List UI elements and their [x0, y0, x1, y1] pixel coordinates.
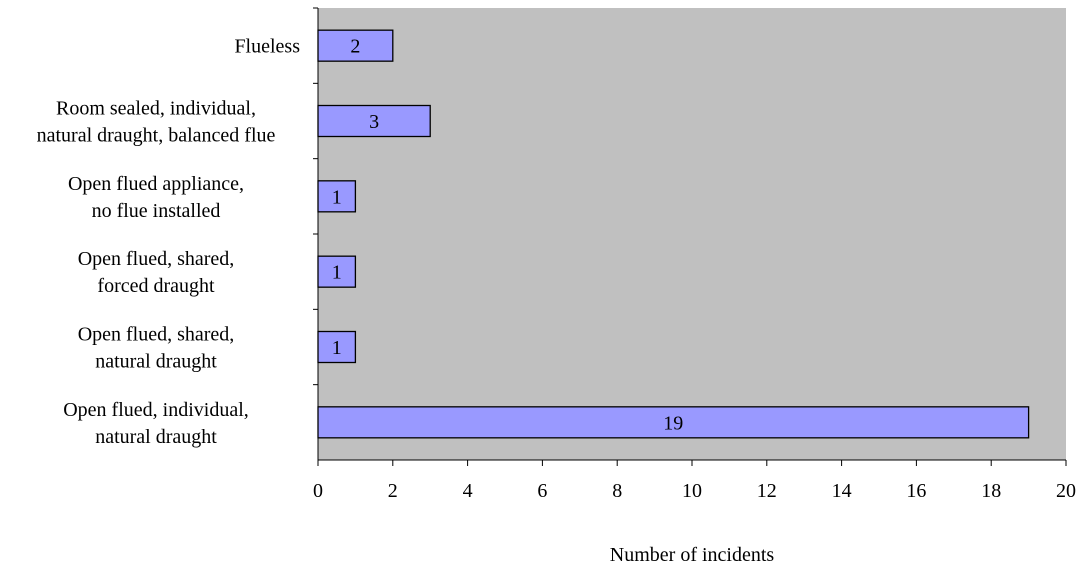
- bar-value-label-3: 1: [332, 262, 342, 284]
- x-tick-label-8: 16: [906, 480, 926, 502]
- category-label-5-line-0: Open flued, individual,: [63, 399, 249, 421]
- bar-value-label-4: 1: [332, 337, 342, 359]
- x-tick-label-4: 8: [612, 480, 622, 502]
- category-label-5-line-1: natural draught: [95, 426, 217, 448]
- category-label-5: Open flued, individual, natural draught: [63, 399, 249, 448]
- category-labels-group: Flueless Room sealed, individual, natural …: [37, 7, 318, 448]
- category-label-4-line-0: Open flued, shared,: [78, 324, 235, 346]
- bar-value-label-2: 1: [332, 186, 342, 208]
- bars-group: [317, 29, 1030, 439]
- category-label-0: Flueless: [234, 36, 300, 58]
- category-label-2: Open flued appliance, no flue installed: [68, 173, 244, 222]
- bar-1: [317, 104, 431, 138]
- bar-value-label-1: 3: [369, 111, 379, 133]
- bar-labels-group: 2 3 1 1 1 19: [332, 36, 684, 435]
- x-ticks-group: 0 2 4 6 8 10 12 14 16 18 20: [313, 460, 1076, 502]
- bar-value-label-0: 2: [350, 36, 360, 58]
- category-label-1-line-0: Room sealed, individual,: [56, 98, 256, 120]
- category-label-1: Room sealed, individual, natural draught,…: [37, 98, 276, 147]
- x-axis-title: Number of incidents: [610, 544, 775, 566]
- category-label-3: Open flued, shared, forced draught: [78, 248, 235, 297]
- x-tick-label-9: 18: [981, 480, 1001, 502]
- category-label-3-line-1: forced draught: [97, 275, 215, 297]
- x-tick-label-0: 0: [313, 480, 323, 502]
- bar-2: [317, 180, 357, 213]
- category-label-2-line-1: no flue installed: [92, 200, 221, 222]
- bar-4: [317, 330, 357, 364]
- plot-area: [318, 8, 1066, 460]
- x-tick-label-10: 20: [1056, 480, 1076, 502]
- category-label-0-line-0: Flueless: [234, 36, 300, 58]
- category-label-3-line-0: Open flued, shared,: [78, 248, 235, 270]
- x-tick-label-3: 6: [537, 480, 547, 502]
- category-label-4-line-1: natural draught: [95, 351, 217, 373]
- x-tick-label-2: 4: [463, 480, 473, 502]
- x-tick-label-7: 14: [832, 480, 852, 502]
- x-tick-label-6: 12: [757, 480, 777, 502]
- bar-value-label-5: 19: [663, 412, 683, 434]
- category-label-4: Open flued, shared, natural draught: [78, 324, 235, 373]
- x-tick-label-5: 10: [682, 480, 702, 502]
- bar-3: [317, 255, 357, 288]
- category-label-2-line-0: Open flued appliance,: [68, 173, 244, 195]
- x-tick-label-1: 2: [388, 480, 398, 502]
- category-label-1-line-1: natural draught, balanced flue: [37, 125, 276, 147]
